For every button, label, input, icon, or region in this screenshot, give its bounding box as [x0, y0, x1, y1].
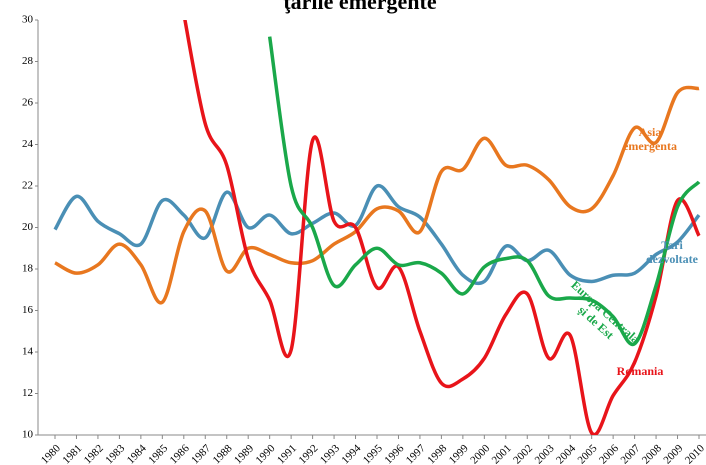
- x-tick-label: 1997: [404, 442, 428, 465]
- x-tick-label: 2004: [554, 442, 578, 465]
- x-tick-label: 2002: [511, 442, 535, 465]
- x-tick-label: 1980: [39, 442, 63, 465]
- x-tick-label: 1982: [82, 442, 106, 465]
- series-line: [183, 20, 701, 435]
- chart-title: ţările emergente: [283, 0, 437, 14]
- series-line: [53, 184, 701, 286]
- x-tick-label: 2001: [490, 442, 514, 465]
- x-tick-label: 2008: [640, 442, 664, 465]
- x-tick-label: 1996: [382, 442, 406, 465]
- x-tick-label: 1995: [361, 442, 385, 465]
- x-tick-label: 2005: [576, 442, 600, 465]
- y-tick-label: 26: [22, 97, 34, 109]
- y-tick-label: 28: [22, 55, 34, 67]
- y-tick-label: 16: [22, 304, 34, 316]
- x-tick-label: 1986: [168, 442, 192, 465]
- series-line: [267, 36, 701, 347]
- y-tick-label: 24: [22, 138, 34, 150]
- y-tick-label: 22: [22, 180, 33, 192]
- x-tick-label: 2009: [661, 442, 685, 465]
- y-tick-label: 10: [22, 429, 34, 441]
- x-tick-label: 2006: [597, 442, 621, 465]
- x-tick-label: 1984: [125, 442, 149, 465]
- x-tick-label: 1999: [447, 442, 471, 465]
- x-tick-label: 1983: [103, 442, 127, 465]
- y-tick-label: 12: [22, 387, 33, 399]
- x-tick-label: 2010: [683, 442, 706, 465]
- x-tick-label: 1990: [254, 442, 278, 465]
- plot: [53, 20, 701, 435]
- x-tick-label: 1987: [189, 442, 213, 465]
- x-tick-label: 1998: [425, 442, 449, 465]
- y-tick-label: 30: [22, 14, 34, 26]
- x-tick-label: 1992: [296, 442, 320, 465]
- x-tick-label: 1993: [318, 442, 342, 465]
- x-tick-label: 2007: [618, 442, 642, 465]
- series-label: Asia emergenta: [623, 125, 677, 153]
- series-line: [54, 85, 700, 305]
- x-tick-label: 1988: [211, 442, 235, 465]
- series-label: Tari dezvoltate: [646, 238, 699, 266]
- x-tick-label: 1991: [275, 442, 299, 465]
- y-tick-label: 14: [22, 346, 34, 358]
- x-tick-label: 2000: [468, 442, 492, 465]
- x-tick-label: 1981: [60, 442, 84, 465]
- series-label: Romania: [617, 364, 664, 378]
- x-tick-label: 1985: [146, 442, 170, 465]
- y-tick-label: 20: [22, 221, 34, 233]
- x-tick-label: 1989: [232, 442, 256, 465]
- y-tick-label: 18: [22, 263, 34, 275]
- x-tick-label: 1994: [339, 442, 363, 465]
- x-tick-label: 2003: [533, 442, 557, 465]
